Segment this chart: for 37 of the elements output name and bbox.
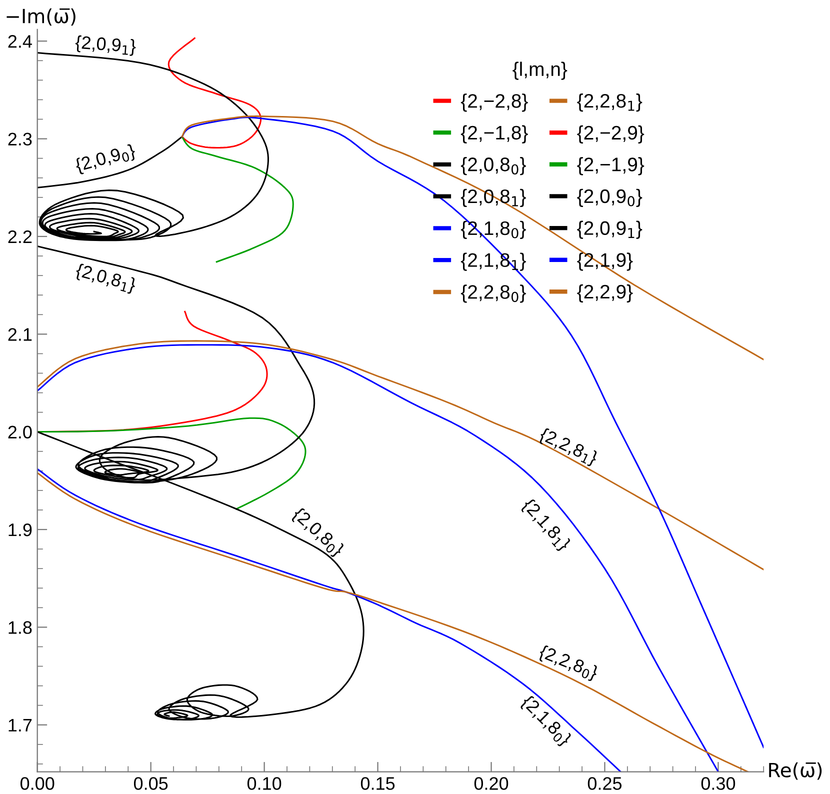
x-tick-label: 0.20	[474, 777, 508, 790]
x-tick-label: 0.00	[20, 777, 54, 790]
x-axis-title: Re(ω̅)	[769, 762, 822, 780]
legend-label: {2,−1,9}	[577, 157, 644, 176]
y-axis-title: −Im(ω̅)	[6, 8, 76, 26]
annotation: {2,1,8$_{0}$}	[518, 694, 573, 748]
y-tick-label: 1.8	[8, 621, 32, 634]
legend-label: {2,2,9}	[577, 284, 633, 302]
x-tick-label: 0.30	[701, 777, 736, 790]
legend-label: {2,1,8$_{1}$}	[460, 252, 526, 271]
x-tick-label: 0.25	[588, 777, 622, 790]
y-tick-label: 1.9	[8, 523, 32, 536]
annotation: {2,2,8$_{1}$}	[537, 426, 600, 468]
legend-title: {l,m,n}	[512, 62, 568, 80]
x-tick-label: 0.15	[360, 777, 395, 790]
annotation: {2,1,8$_{1}$}	[519, 497, 572, 554]
y-tick-label: 2.2	[8, 230, 32, 244]
legend-label: {2,2,8$_{1}$}	[577, 93, 642, 112]
y-tick-label: 2.3	[8, 132, 32, 146]
legend-label: {2,0,9$_{1}$}	[577, 220, 642, 239]
x-tick-label: 0.10	[247, 777, 282, 790]
y-tick-label: 2.4	[8, 35, 32, 48]
legend-label: {2,0,8$_{0}$}	[460, 157, 526, 176]
annotation: {2,0,9$_{1}$}	[74, 35, 136, 56]
legend-label: {2,0,9$_{0}$}	[577, 188, 642, 207]
legend-label: {2,−2,9}	[577, 125, 644, 144]
legend-label: {2,−1,8}	[460, 125, 528, 144]
legend-label: {2,2,8$_{0}$}	[460, 284, 526, 303]
annotation: {2,2,8$_{0}$}	[537, 644, 600, 682]
x-tick-label: 0.05	[134, 777, 168, 790]
legend-label: {2,−2,8}	[460, 94, 528, 112]
y-tick-label: 2.1	[8, 328, 32, 341]
y-tick-label: 2.0	[8, 426, 32, 439]
annotation: {2,0,9$_{0}$}	[74, 143, 137, 176]
y-tick-label: 1.7	[8, 719, 32, 732]
annotation: {2,0,8$_{0}$}	[290, 506, 346, 560]
annotation: {2,0,8$_{1}$}	[74, 262, 137, 295]
